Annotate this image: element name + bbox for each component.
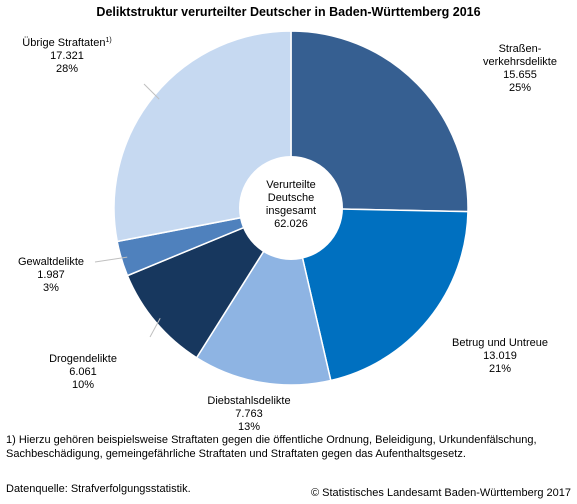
slice-label-0: Straßen-verkehrsdelikte 15.655 25% — [483, 43, 557, 94]
source-note: Datenquelle: Strafverfolgungsstatistik. — [6, 483, 191, 495]
slice-label-4: Gewaltdelikte 1.987 3% — [18, 256, 84, 294]
leader-line-4 — [94, 256, 128, 263]
center-hole — [239, 156, 343, 260]
slice-label-2: Diebstahlsdelikte 7.763 13% — [207, 395, 290, 430]
copyright-note: © Statistisches Landesamt Baden-Württemb… — [310, 487, 571, 499]
slice-label-1: Betrug und Untreue 13.019 21% — [452, 337, 548, 375]
leader-line-5 — [143, 83, 160, 100]
leader-line-3 — [149, 317, 161, 338]
slice-label-3: Drogendelikte 6.061 10% — [49, 353, 117, 391]
pie-slice-1 — [290, 207, 469, 382]
pie-chart: Verurteilte Deutsche insgesamt 62.026 Straß… — [18, 30, 557, 430]
chart-title: Deliktstruktur verurteilter Deutscher in… — [96, 5, 481, 19]
pie-slice-0 — [290, 30, 469, 213]
slice-label-5: Übrige Straftaten1) 17.321 28% — [22, 37, 111, 75]
center-total-label: Verurteilte Deutsche insgesamt 62.026 — [266, 179, 316, 230]
footnote: 1) Hierzu gehören beispielsweise Strafta… — [6, 434, 537, 460]
pie-slice-3 — [126, 206, 293, 359]
